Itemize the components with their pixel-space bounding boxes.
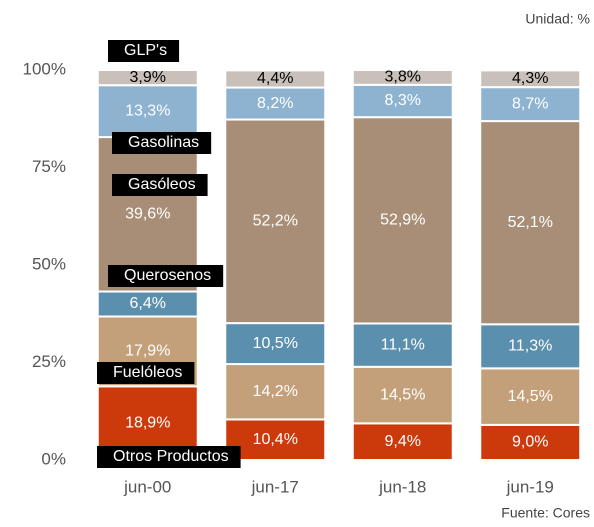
value-label: 4,3%	[512, 70, 548, 87]
legend-label: Gasolinas	[128, 134, 199, 151]
source-note: Fuente: Cores	[501, 505, 590, 521]
value-label: 52,1%	[508, 214, 553, 231]
value-label: 6,4%	[130, 295, 166, 312]
unit-note: Unidad: %	[525, 11, 590, 27]
x-tick-label: jun-17	[251, 477, 299, 496]
bar-segment	[351, 322, 454, 368]
legend-entry: Gasóleos	[112, 174, 208, 196]
x-tick-label: jun-19	[506, 477, 554, 496]
bar-segment	[96, 69, 199, 87]
value-label: 8,7%	[512, 95, 548, 112]
y-tick-label: 50%	[32, 254, 66, 273]
legend-box	[112, 132, 212, 154]
value-label: 17,9%	[125, 343, 170, 360]
value-label: 39,6%	[125, 206, 170, 223]
legend-box	[112, 174, 208, 196]
legend-label: Gasóleos	[128, 176, 196, 193]
legend-label: GLP's	[124, 42, 167, 59]
legend-label: Fuelóleos	[113, 364, 182, 381]
value-label: 18,9%	[125, 414, 170, 431]
legend-entry: GLP's	[108, 40, 180, 62]
value-label: 3,8%	[385, 69, 421, 86]
value-label: 13,3%	[125, 102, 170, 119]
value-label: 10,5%	[253, 335, 298, 352]
value-label: 52,2%	[253, 213, 298, 230]
legend-entry: Gasolinas	[112, 132, 212, 154]
bar-segment	[479, 69, 582, 89]
bar-segment	[351, 365, 454, 425]
value-label: 9,0%	[512, 434, 548, 451]
value-label: 9,4%	[385, 433, 421, 450]
value-label: 8,2%	[257, 95, 293, 112]
legend-entry: Fuelóleos	[97, 362, 195, 384]
x-tick-label: jun-18	[378, 477, 426, 496]
bar-segment	[224, 86, 327, 121]
value-label: 14,5%	[508, 388, 553, 405]
value-label: 8,3%	[385, 92, 421, 109]
value-label: 3,9%	[130, 69, 166, 86]
bar-segment	[224, 322, 327, 366]
bar-segment	[224, 118, 327, 325]
value-label: 52,9%	[380, 212, 425, 229]
bar-segment	[479, 86, 582, 123]
bar-segment	[351, 83, 454, 119]
bar-segment	[479, 423, 582, 461]
legend-label: Otros Productos	[113, 448, 229, 465]
legend-entry: Querosenos	[108, 265, 224, 287]
x-tick-label: jun-00	[123, 477, 171, 496]
bar-segment	[224, 69, 327, 89]
y-tick-label: 0%	[41, 449, 66, 468]
legend-box	[97, 362, 195, 384]
value-label: 14,2%	[253, 383, 298, 400]
y-tick-label: 100%	[23, 59, 66, 78]
legend-entry: Otros Productos	[97, 446, 241, 468]
bar-segment	[479, 323, 582, 370]
value-label: 11,1%	[381, 336, 425, 353]
value-label: 10,4%	[253, 431, 298, 448]
legend-box	[108, 40, 180, 62]
bar-segment	[479, 120, 582, 326]
legend-label: Querosenos	[124, 267, 211, 284]
value-label: 4,4%	[257, 70, 293, 87]
bar-segment	[351, 69, 454, 86]
y-tick-label: 75%	[32, 157, 66, 176]
bar-segment	[479, 367, 582, 426]
value-label: 11,3%	[508, 338, 552, 355]
legend-box	[97, 446, 241, 468]
value-label: 14,5%	[380, 386, 425, 403]
legend-box	[108, 265, 224, 287]
y-tick-label: 25%	[32, 352, 66, 371]
